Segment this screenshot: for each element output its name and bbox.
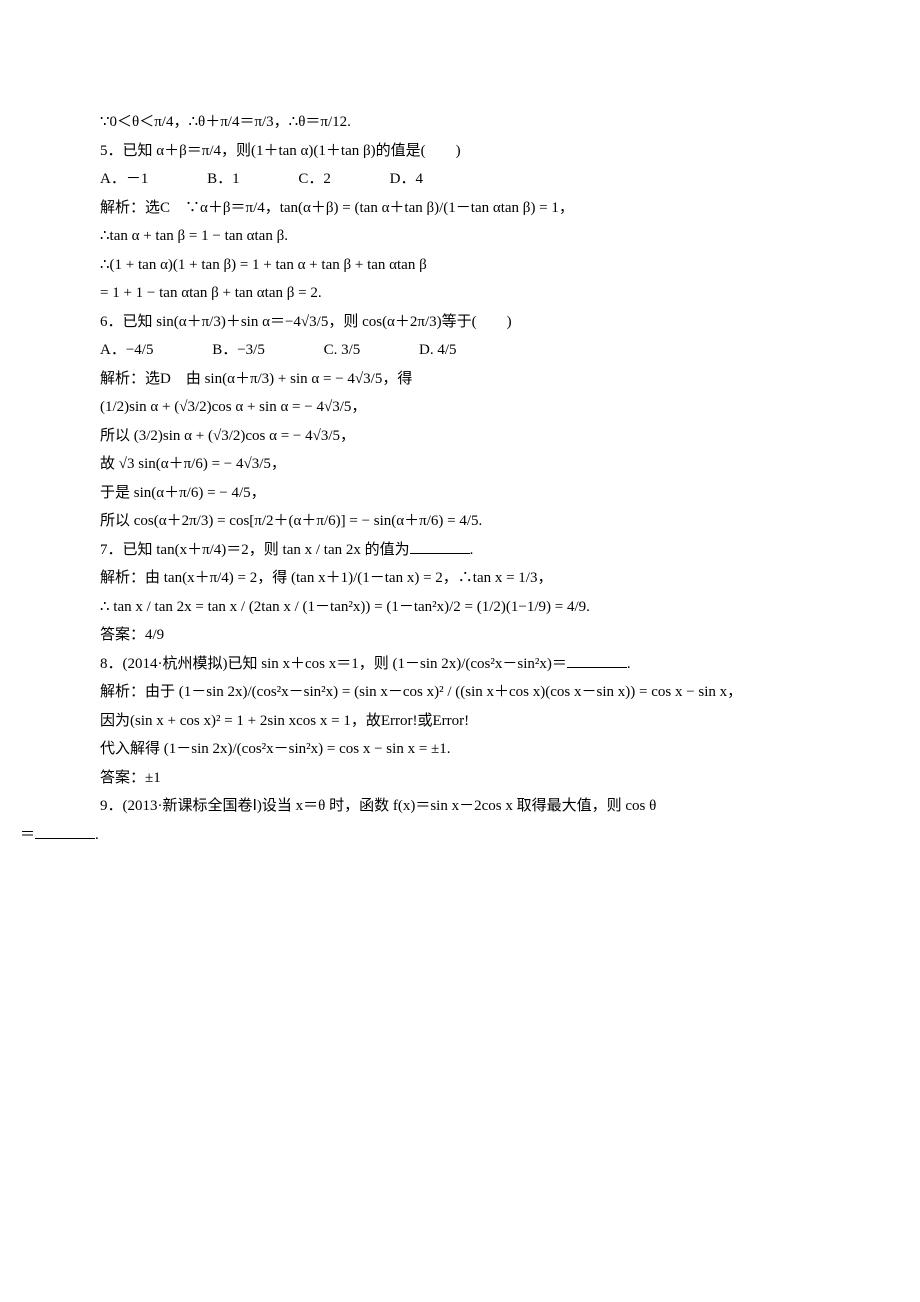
q6-choices: A．−4/5 B．−3/5 C. 3/5 D. 4/5 [100,338,820,364]
q7-blank [410,539,470,554]
q8-stem-text: 8．(2014·杭州模拟)已知 sin x＋cos x＝1，则 (1－sin 2… [100,656,567,672]
q5-sol-2: ∴tan α + tan β = 1 − tan αtan β. [100,224,820,250]
q6-opt-c: C. 3/5 [324,338,361,364]
q7-stem-end: . [470,542,474,558]
q7-stem: 7．已知 tan(x＋π/4)＝2，则 tan x / tan 2x 的值为. [100,538,820,564]
q6-opt-d: D. 4/5 [419,338,457,364]
q9-stem-b-text: ＝ [20,827,35,843]
q6-opt-b: B．−3/5 [212,338,265,364]
q9-blank [35,824,95,839]
q6-sol-1: 解析：选D 由 sin(α＋π/3) + sin α = − 4√3/5，得 [100,367,820,393]
q5-sol-1: 解析：选C ∵α＋β＝π/4，tan(α＋β) = (tan α＋tan β)/… [100,196,820,222]
q8-stem-end: . [627,656,631,672]
q8-blank [567,653,627,668]
q7-answer: 答案：4/9 [100,623,820,649]
q9-stem-a: 9．(2013·新课标全国卷Ⅰ)设当 x＝θ 时，函数 f(x)＝sin x－2… [100,794,820,820]
q6-sol-3: 所以 (3/2)sin α + (√3/2)cos α = − 4√3/5， [100,424,820,450]
q5-sol-4: = 1 + 1 − tan αtan β + tan αtan β = 2. [100,281,820,307]
q5-stem: 5．已知 α＋β＝π/4，则(1＋tan α)(1＋tan β)的值是( ) [100,139,820,165]
q8-sol-2: 因为(sin x + cos x)² = 1 + 2sin xcos x = 1… [100,709,820,735]
q9-stem-end: . [95,827,99,843]
q7-stem-text: 7．已知 tan(x＋π/4)＝2，则 tan x / tan 2x 的值为 [100,542,410,558]
q7-sol-1: 解析：由 tan(x＋π/4) = 2，得 (tan x＋1)/(1－tan x… [100,566,820,592]
q6-stem: 6．已知 sin(α＋π/3)＋sin α＝−4√3/5，则 cos(α＋2π/… [100,310,820,336]
q5-choices: A．－1 B．1 C．2 D．4 [100,167,820,193]
q5-opt-b: B．1 [207,167,240,193]
deriv-line-1: ∵0＜θ＜π/4，∴θ＋π/4＝π/3，∴θ＝π/12. [100,110,820,136]
q8-stem: 8．(2014·杭州模拟)已知 sin x＋cos x＝1，则 (1－sin 2… [100,652,820,678]
q6-sol-2: (1/2)sin α + (√3/2)cos α + sin α = − 4√3… [100,395,820,421]
q5-sol-3: ∴(1 + tan α)(1 + tan β) = 1 + tan α + ta… [100,253,820,279]
q6-sol-4: 故 √3 sin(α＋π/6) = − 4√3/5， [100,452,820,478]
q8-sol-1: 解析：由于 (1－sin 2x)/(cos²x－sin²x) = (sin x－… [100,680,820,706]
document-page: ∵0＜θ＜π/4，∴θ＋π/4＝π/3，∴θ＝π/12. 5．已知 α＋β＝π/… [0,0,920,911]
q5-opt-d: D．4 [390,167,423,193]
q7-sol-2: ∴ tan x / tan 2x = tan x / (2tan x / (1－… [100,595,820,621]
q5-opt-a: A．－1 [100,167,148,193]
q6-sol-6: 所以 cos(α＋2π/3) = cos[π/2＋(α＋π/6)] = − si… [100,509,820,535]
q6-sol-5: 于是 sin(α＋π/6) = − 4/5， [100,481,820,507]
q8-answer: 答案：±1 [100,766,820,792]
q8-sol-3: 代入解得 (1－sin 2x)/(cos²x－sin²x) = cos x − … [100,737,820,763]
q5-opt-c: C．2 [298,167,331,193]
q6-opt-a: A．−4/5 [100,338,153,364]
q9-stem-b: ＝. [20,823,820,849]
